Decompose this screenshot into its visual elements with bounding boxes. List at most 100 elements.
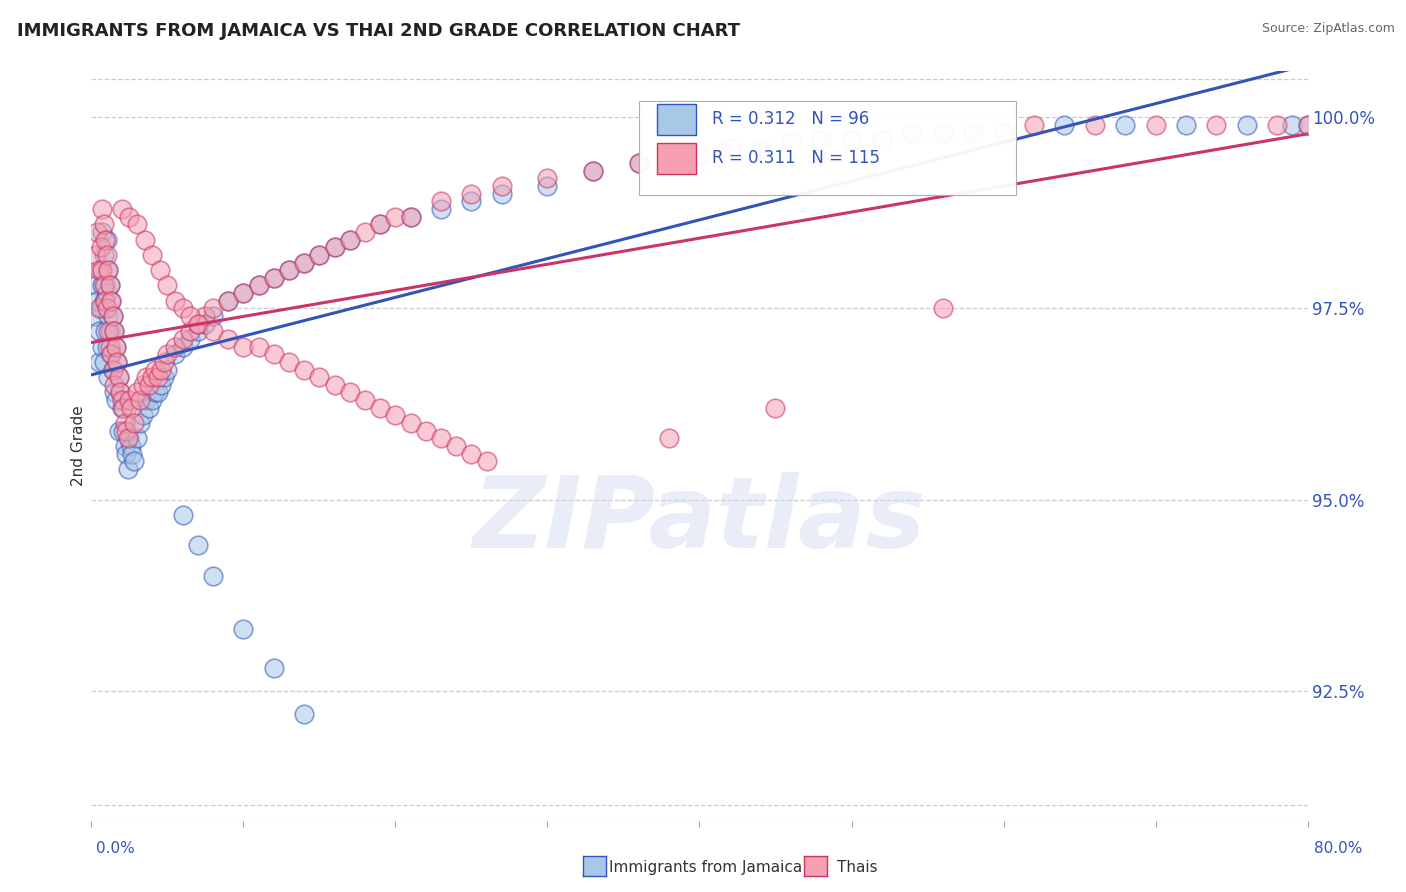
Point [91,278,114,293]
Point [368,217,391,231]
Point [292,362,315,376]
Point [87,263,110,277]
Point [202,324,225,338]
Point [384,210,406,224]
Point [91,340,114,354]
Point [150,362,173,376]
Point [187,317,209,331]
Point [582,163,605,178]
Point [138,377,160,392]
Point [658,431,681,445]
Text: Thais: Thais [837,860,877,874]
Y-axis label: 2nd Grade: 2nd Grade [70,406,86,486]
Point [399,210,422,224]
Text: R = 0.312   N = 96: R = 0.312 N = 96 [711,111,869,128]
Point [100,293,122,308]
Point [118,210,141,224]
Point [1296,118,1319,132]
Point [96,248,118,262]
Point [536,171,558,186]
Text: ZIPatlas: ZIPatlas [472,473,927,569]
Point [125,385,148,400]
Point [100,347,122,361]
Point [582,163,605,178]
Text: 0.0%: 0.0% [96,841,135,856]
Point [101,309,124,323]
FancyBboxPatch shape [638,102,1015,195]
Point [91,263,114,277]
Point [765,401,787,415]
Point [217,293,239,308]
Point [89,240,111,254]
Point [292,255,315,269]
Point [187,317,209,331]
Point [93,293,115,308]
Point [278,263,301,277]
Point [103,377,125,392]
Point [263,347,285,361]
Point [232,623,254,637]
Point [94,293,117,308]
Point [673,148,696,162]
Point [141,248,163,262]
Point [143,385,166,400]
Point [96,340,118,354]
Point [117,431,139,445]
Point [156,347,179,361]
Point [101,309,124,323]
FancyBboxPatch shape [657,143,696,174]
Point [688,148,710,162]
Point [1053,118,1076,132]
Point [112,401,135,415]
Point [399,416,422,430]
Point [104,340,127,354]
Point [96,286,118,301]
Point [107,424,129,438]
Point [430,194,453,209]
Point [368,401,391,415]
Point [118,431,141,445]
Point [202,301,225,316]
Point [149,263,172,277]
Point [129,393,152,408]
Point [100,293,122,308]
Point [94,324,117,338]
Point [217,293,239,308]
Point [120,439,142,453]
Point [749,141,772,155]
Point [1144,118,1167,132]
Point [107,370,129,384]
Point [148,370,170,384]
Point [87,324,110,338]
Point [202,309,225,323]
Point [1265,118,1288,132]
Point [179,324,201,338]
Point [475,454,498,468]
Point [430,202,453,216]
Text: Source: ZipAtlas.com: Source: ZipAtlas.com [1261,22,1395,36]
Point [444,439,467,453]
Point [94,233,117,247]
Point [232,286,254,301]
Point [172,340,194,354]
Point [460,186,482,201]
Point [263,661,285,675]
Point [1205,118,1227,132]
Point [110,385,132,400]
Point [339,233,361,247]
Point [247,278,270,293]
Point [89,301,111,316]
Point [93,278,115,293]
Point [98,324,121,338]
Point [97,309,120,323]
Point [232,340,254,354]
Point [1296,118,1319,132]
Point [187,538,209,552]
Point [339,233,361,247]
Point [87,301,110,316]
Point [491,179,513,194]
Point [901,126,924,140]
Point [1281,118,1303,132]
Point [430,431,453,445]
Point [125,431,148,445]
